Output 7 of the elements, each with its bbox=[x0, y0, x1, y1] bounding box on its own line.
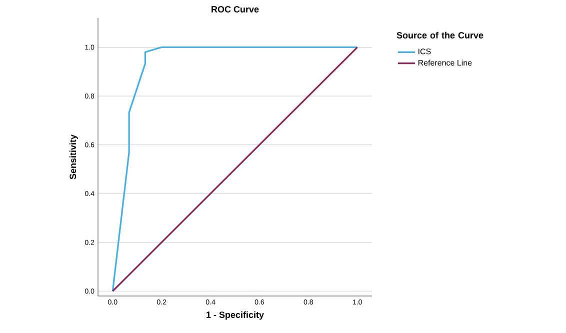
x-axis-title: 1 - Specificity bbox=[206, 311, 264, 320]
legend-title: Source of the Curve bbox=[396, 32, 484, 38]
y-axis-title: Sensitivity bbox=[69, 134, 78, 180]
chart-title: ROC Curve bbox=[212, 6, 259, 12]
legend-label: ICS bbox=[418, 48, 431, 54]
legend-label: Reference Line bbox=[418, 60, 472, 66]
line-series bbox=[112, 46, 358, 292]
